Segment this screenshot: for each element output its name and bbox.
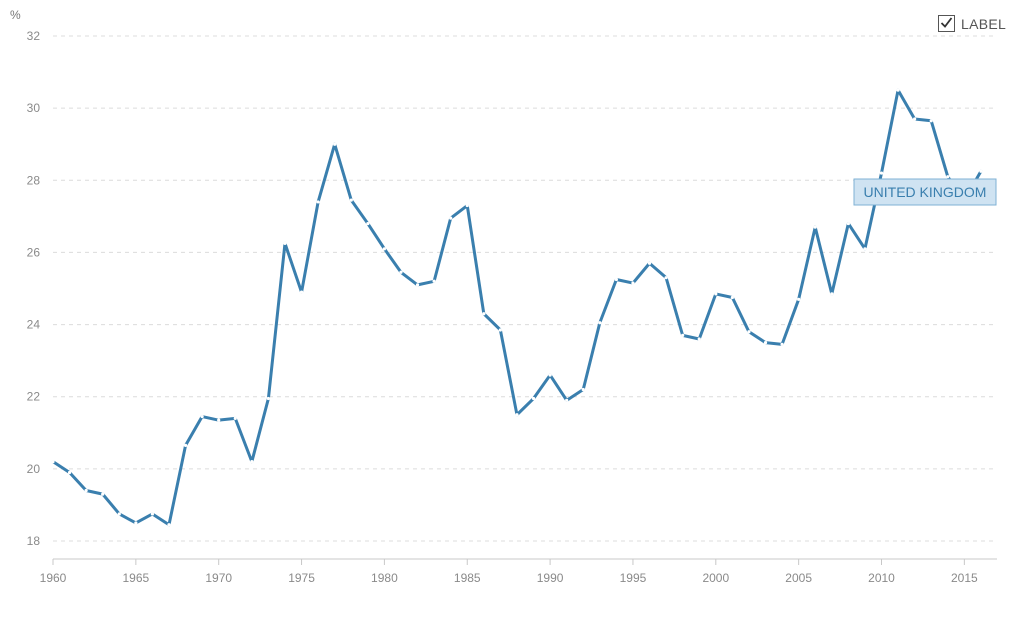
data-point [846,221,850,226]
data-point [565,398,569,402]
data-point [913,117,917,121]
x-tick-label: 2010 [868,571,895,585]
data-point [283,241,287,246]
data-point [117,512,121,516]
data-point [51,460,55,464]
data-point [399,270,403,274]
data-point [250,460,254,464]
x-tick-label: 1990 [537,571,564,585]
data-point [598,321,602,325]
y-axis-unit: % [10,8,21,22]
label-checkbox[interactable] [938,15,955,32]
y-axis-ticks: 18 20 22 24 26 28 30 32 [27,29,41,548]
data-point [747,330,751,334]
data-point [449,216,453,220]
data-point [681,333,685,337]
data-point [763,341,768,345]
y-tick-label: 26 [27,245,41,259]
grid-lines [53,35,997,542]
x-tick-label: 1975 [288,571,315,585]
data-point [349,198,353,202]
data-point [515,413,519,417]
data-point [299,290,304,294]
y-tick-label: 18 [27,534,41,548]
data-point [531,396,536,401]
series-layer: UNITED KINGDOM [51,88,997,527]
x-axis-ticks: 1960 1965 1970 1975 1980 1985 1990 1995 2000 2005… [40,559,978,585]
series-label-text: UNITED KINGDOM [864,184,987,200]
x-tick-label: 1980 [371,571,398,585]
series-line [51,88,983,527]
data-point [415,283,420,287]
x-tick-label: 1965 [122,571,149,585]
data-point [333,142,337,146]
y-tick-label: 28 [27,173,41,187]
x-tick-label: 1960 [40,571,67,585]
data-point [813,225,817,229]
data-point [167,523,171,527]
data-point [233,416,237,420]
y-tick-label: 30 [27,101,41,115]
y-tick-label: 20 [27,462,41,476]
x-tick-label: 2000 [702,571,729,585]
data-point [366,221,370,226]
data-point [946,175,950,179]
data-point [929,119,933,123]
x-tick-label: 2015 [951,571,978,585]
x-tick-label: 1985 [454,571,481,585]
data-point [217,418,221,422]
data-point [830,292,834,296]
y-tick-label: 24 [27,318,41,332]
series-name-label: UNITED KINGDOM [853,178,997,206]
data-point [664,276,668,280]
data-point [879,171,884,175]
data-point [631,281,635,285]
data-point [730,295,734,300]
data-point [498,328,502,332]
data-point [316,200,320,204]
data-point [714,292,718,296]
x-tick-label: 2005 [785,571,812,585]
data-point [863,247,867,251]
data-point [548,373,552,377]
data-point [200,414,204,419]
data-point [797,297,801,301]
label-toggle-text: LABEL [961,15,1007,32]
data-point [84,488,88,493]
data-point [67,470,72,475]
data-point [581,387,585,392]
x-tick-label: 1970 [205,571,232,585]
x-tick-label: 1995 [620,571,647,585]
data-point [432,279,436,283]
series-label-box [853,178,997,206]
data-point [647,261,652,265]
data-point [183,443,188,448]
data-point [896,88,900,92]
data-point [482,312,486,316]
data-point [150,512,155,516]
data-point [780,342,784,347]
data-point [697,337,701,341]
data-point [614,277,618,282]
y-tick-label: 32 [27,29,41,43]
data-point [382,247,386,251]
data-point [134,521,138,525]
data-point [101,492,105,496]
y-tick-label: 22 [27,390,41,404]
label-toggle[interactable]: LABEL [938,15,1006,32]
data-point [266,396,271,401]
data-point [979,169,983,173]
checkmark-icon [940,17,953,28]
data-point [465,203,469,208]
